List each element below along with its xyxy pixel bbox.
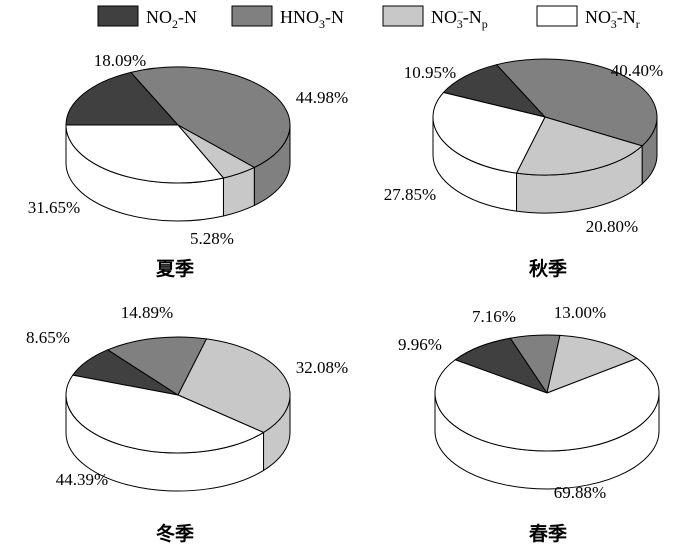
legend-item-no3-nr: NO− 3-Nr: [536, 5, 640, 31]
legend-item-no2-n: NO2-N: [97, 5, 197, 31]
pie-slice-no2-n: [442, 64, 547, 118]
legend-swatch: [231, 5, 273, 27]
slice-label-no3-nr: 69.88%: [554, 483, 606, 502]
slice-label-no3-nr: 27.85%: [384, 185, 436, 204]
season-title: 秋季: [529, 257, 567, 280]
pie-top: [432, 58, 658, 176]
pie-4: 9.96% 7.16% 13.00% 69.88% 春季: [398, 303, 660, 545]
season-title: 春季: [529, 522, 567, 545]
pie-charts: 18.09% 44.98% 5.28% 31.65% 夏季 10.95% 40.40% 20.…: [26, 51, 663, 545]
slice-label-hno3-n: 40.40%: [611, 61, 663, 80]
pie-slice-no3-nr: [65, 374, 265, 454]
legend-item-hno3-n: HNO3-N: [231, 5, 344, 31]
pie-slice-hno3-n: [106, 336, 208, 396]
slice-label-no2-n: 9.96%: [398, 335, 442, 354]
legend-label: NO2-N: [146, 7, 197, 31]
pie-1: 18.09% 44.98% 5.28% 31.65% 夏季: [28, 51, 348, 280]
slice-label-no2-n: 8.65%: [26, 328, 70, 347]
slice-label-hno3-n: 14.89%: [121, 303, 173, 322]
pie-slice-no2-n: [65, 71, 180, 126]
pie-2: 10.95% 40.40% 20.80% 27.85% 秋季: [384, 58, 663, 280]
season-title: 夏季: [156, 258, 194, 280]
legend: NO2-N HNO3-N NO− 3-Np NO− 3-Nr: [97, 5, 640, 31]
pie-slice-no3-np: [546, 334, 639, 394]
pie-slice-no3-np: [177, 338, 291, 434]
slice-label-no2-n: 10.95%: [404, 63, 456, 82]
pie-top: [65, 66, 291, 184]
slice-label-no3-nr: 44.39%: [56, 470, 108, 489]
slice-label-no3-np: 20.80%: [586, 217, 638, 236]
pie-slice-hno3-n: [129, 66, 291, 169]
slice-label-no3-np: 13.00%: [554, 303, 606, 322]
pie-slice-no3-np: [515, 116, 644, 176]
pie-slice-no3-nr: [65, 124, 225, 184]
pie-top: [65, 336, 291, 454]
pie-sides: [432, 116, 658, 214]
slice-label-hno3-n: 44.98%: [296, 88, 348, 107]
legend-label: HNO3-N: [280, 7, 344, 31]
legend-label: NO− 3-Np: [431, 5, 488, 31]
pie-3: 8.65% 14.89% 32.08% 44.39% 冬季: [26, 303, 348, 545]
slice-label-no2-n: 18.09%: [94, 51, 146, 70]
legend-swatch: [382, 5, 424, 27]
legend-label: NO− 3-Nr: [585, 5, 640, 31]
slice-label-no3-np: 32.08%: [296, 358, 348, 377]
legend-swatch: [97, 5, 139, 27]
legend-swatch: [536, 5, 578, 27]
pie-slice-no3-nr: [432, 91, 546, 174]
season-title: 冬季: [156, 522, 194, 545]
slice-label-hno3-n: 7.16%: [472, 307, 516, 326]
legend-item-no3-np: NO− 3-Np: [382, 5, 488, 31]
slice-label-no3-np: 5.28%: [190, 229, 234, 248]
pie-slice-hno3-n: [495, 58, 658, 147]
pie-top: [434, 334, 660, 452]
pie-slice-no3-nr: [434, 357, 660, 452]
slice-label-no3-nr: 31.65%: [28, 198, 80, 217]
